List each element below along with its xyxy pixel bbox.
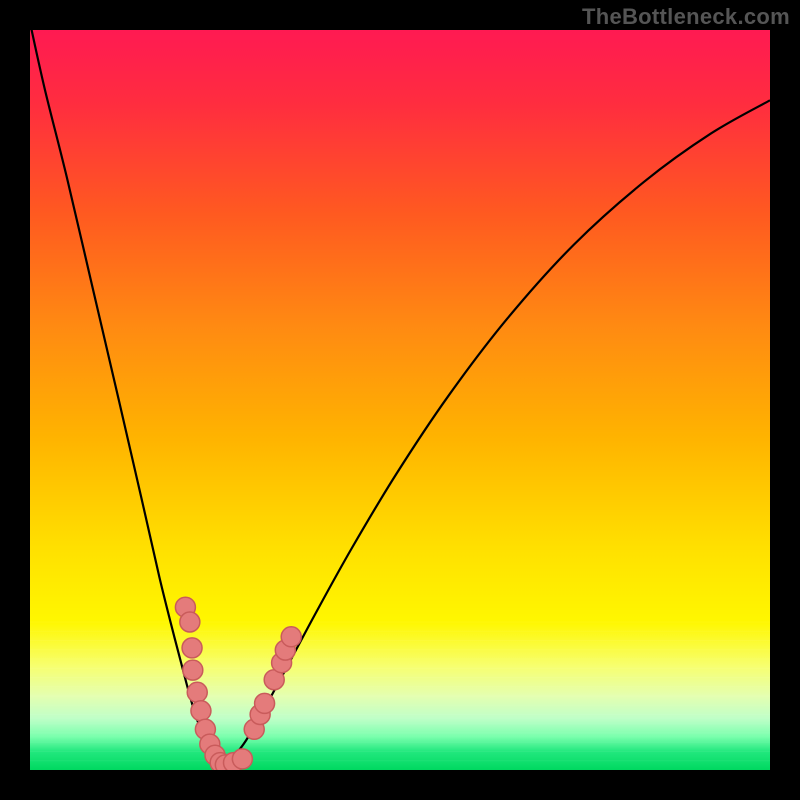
marker-left [191, 701, 211, 721]
marker-left [232, 749, 252, 769]
marker-left [180, 612, 200, 632]
marker-left [183, 660, 203, 680]
marker-left [182, 638, 202, 658]
watermark-text: TheBottleneck.com [582, 4, 790, 30]
marker-left [187, 682, 207, 702]
marker-right [255, 693, 275, 713]
chart-container: TheBottleneck.com [0, 0, 800, 800]
marker-right [281, 627, 301, 647]
bottleneck-chart [0, 0, 800, 800]
